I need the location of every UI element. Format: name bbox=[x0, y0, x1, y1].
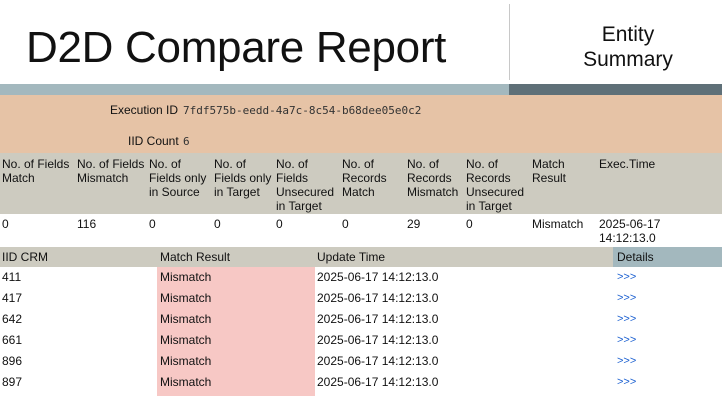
summary-value-records-mismatch: 29 bbox=[407, 217, 421, 231]
table-row: 661 Mismatch 2025-06-17 14:12:13.0 >>> bbox=[0, 331, 722, 352]
row-update-time: 2025-06-17 14:12:13.0 bbox=[317, 375, 439, 389]
row-iid: 642 bbox=[2, 312, 23, 326]
row-details-link[interactable]: >>> bbox=[617, 313, 637, 325]
summary-value-fields-unsecured-target: 0 bbox=[276, 217, 283, 231]
summary-header-records-match: No. of Records Match bbox=[342, 157, 387, 199]
mismatch-column-highlight bbox=[157, 267, 315, 396]
table-row: 417 Mismatch 2025-06-17 14:12:13.0 >>> bbox=[0, 289, 722, 310]
row-iid: 411 bbox=[2, 270, 22, 284]
summary-header-fields-match: No. of Fields Match bbox=[2, 157, 70, 185]
row-details-link[interactable]: >>> bbox=[617, 292, 637, 304]
table-row: 642 Mismatch 2025-06-17 14:12:13.0 >>> bbox=[0, 310, 722, 331]
summary-value-records-unsecured-target: 0 bbox=[466, 217, 473, 231]
summary-header-row bbox=[0, 153, 722, 214]
entity-summary-line2: Summary bbox=[583, 48, 673, 71]
row-update-time: 2025-06-17 14:12:13.0 bbox=[317, 354, 439, 368]
grid-header-update-time: Update Time bbox=[317, 250, 386, 264]
detail-grid-header-row bbox=[0, 247, 613, 267]
row-iid: 661 bbox=[2, 333, 23, 347]
summary-header-fields-unsecured-target: No. of Fields Unsecured in Target bbox=[276, 157, 335, 213]
summary-header-records-unsecured-target: No. of Records Unsecured in Target bbox=[466, 157, 525, 213]
summary-header-exec-time: Exec.Time bbox=[599, 157, 656, 171]
row-details-link[interactable]: >>> bbox=[617, 376, 637, 388]
row-details-link[interactable]: >>> bbox=[617, 271, 637, 283]
entity-summary-heading: Entity Summary bbox=[530, 22, 722, 72]
table-row: 411 Mismatch 2025-06-17 14:12:13.0 >>> bbox=[0, 268, 722, 289]
row-update-time: 2025-06-17 14:12:13.0 bbox=[317, 270, 439, 284]
row-match-result: Mismatch bbox=[160, 312, 212, 326]
summary-header-fields-mismatch: No. of Fields Mismatch bbox=[77, 157, 145, 185]
row-match-result: Mismatch bbox=[160, 354, 212, 368]
summary-value-fields-only-source: 0 bbox=[149, 217, 156, 231]
summary-value-exec-time: 2025-06-17 14:12:13.0 bbox=[599, 217, 661, 245]
header-band-dark bbox=[509, 84, 722, 95]
summary-header-match-result: Match Result bbox=[532, 157, 567, 185]
grid-header-iid-crm: IID CRM bbox=[2, 250, 48, 264]
entity-summary-line1: Entity bbox=[601, 23, 655, 46]
grid-header-details: Details bbox=[617, 250, 654, 264]
detail-grid-details-header-bg bbox=[613, 247, 722, 267]
row-iid: 417 bbox=[2, 291, 23, 305]
execution-id-label: Execution ID bbox=[110, 103, 179, 117]
row-details-link[interactable]: >>> bbox=[617, 355, 637, 367]
row-iid: 896 bbox=[2, 354, 23, 368]
row-update-time: 2025-06-17 14:12:13.0 bbox=[317, 312, 439, 326]
summary-header-fields-only-source: No. of Fields only in Source bbox=[149, 157, 207, 199]
summary-value-records-match: 0 bbox=[342, 217, 349, 231]
summary-header-fields-only-target: No. of Fields only in Target bbox=[214, 157, 272, 199]
execution-id-value: 7fdf575b-eedd-4a7c-8c54-b68dee05e0c2 bbox=[183, 104, 422, 117]
summary-value-fields-only-target: 0 bbox=[214, 217, 221, 231]
row-update-time: 2025-06-17 14:12:13.0 bbox=[317, 291, 439, 305]
table-row: 896 Mismatch 2025-06-17 14:12:13.0 >>> bbox=[0, 352, 722, 373]
execution-info-panel bbox=[0, 95, 722, 153]
iid-count-label: IID Count bbox=[128, 134, 179, 148]
grid-header-match-result: Match Result bbox=[160, 250, 231, 264]
header-divider bbox=[509, 4, 510, 80]
row-match-result: Mismatch bbox=[160, 333, 212, 347]
page-title: D2D Compare Report bbox=[26, 23, 447, 72]
iid-count-value: 6 bbox=[183, 135, 190, 148]
row-match-result: Mismatch bbox=[160, 375, 212, 389]
summary-value-fields-match: 0 bbox=[2, 217, 9, 231]
header-band-light bbox=[0, 84, 509, 95]
row-update-time: 2025-06-17 14:12:13.0 bbox=[317, 333, 439, 347]
row-match-result: Mismatch bbox=[160, 291, 212, 305]
row-iid: 897 bbox=[2, 375, 23, 389]
row-match-result: Mismatch bbox=[160, 270, 212, 284]
table-row: 897 Mismatch 2025-06-17 14:12:13.0 >>> bbox=[0, 373, 722, 394]
summary-value-fields-mismatch: 116 bbox=[77, 217, 97, 231]
summary-value-match-result: Mismatch bbox=[532, 217, 584, 231]
row-details-link[interactable]: >>> bbox=[617, 334, 637, 346]
summary-header-records-mismatch: No. of Records Mismatch bbox=[407, 157, 459, 199]
